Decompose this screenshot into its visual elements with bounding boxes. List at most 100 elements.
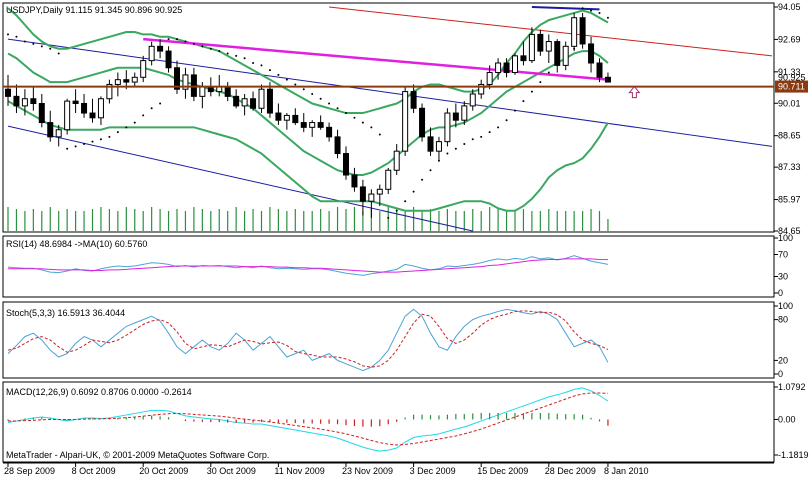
time-tick-label: 23 Nov 2009 xyxy=(342,466,393,476)
candle xyxy=(486,65,493,90)
indicator-tick-label: 100 xyxy=(778,301,793,311)
candle xyxy=(131,72,138,87)
sar-dot xyxy=(184,40,187,43)
sar-dot xyxy=(252,62,255,64)
sar-dot xyxy=(49,47,52,50)
candle xyxy=(604,72,611,83)
candle xyxy=(38,93,45,128)
bull-candle-body xyxy=(283,114,290,121)
indicator-tick-label: 30 xyxy=(778,272,788,282)
indicator-tick-label: 100 xyxy=(778,233,793,243)
candle xyxy=(165,46,172,73)
sar-dot xyxy=(319,97,322,100)
sar-dot xyxy=(598,11,601,14)
candlesticks[interactable] xyxy=(5,12,611,218)
sar-dot xyxy=(378,133,381,136)
stochastic-lines xyxy=(7,308,609,372)
candle xyxy=(148,41,155,66)
candle xyxy=(571,12,578,52)
sar-dot xyxy=(488,131,491,134)
candle xyxy=(520,41,527,66)
time-tick-label: 30 Oct 2009 xyxy=(207,466,256,476)
bull-candle-body xyxy=(241,98,248,107)
candle xyxy=(174,60,180,94)
indicator-tick-label: 1.0792 xyxy=(778,382,806,392)
bollinger-bands xyxy=(7,7,609,212)
candle xyxy=(233,89,240,109)
candle xyxy=(106,79,113,104)
time-tick-label: 8 Jan 2010 xyxy=(604,466,649,476)
bear-candle-body xyxy=(174,67,180,90)
sar-dot xyxy=(606,16,609,19)
time-axis: 28 Sep 2009 8 Oct 2009 20 Oct 2009 30 Oct 2… xyxy=(3,462,774,476)
bear-candle-body xyxy=(554,41,561,66)
bear-candle-body xyxy=(123,79,130,83)
sar-dot xyxy=(23,40,26,43)
bear-candle-body xyxy=(427,136,434,152)
bull-candle-body xyxy=(97,98,104,119)
bull-candle-body xyxy=(461,105,468,121)
bear-candle-body xyxy=(165,50,172,69)
up-arrow-icon[interactable] xyxy=(628,85,641,99)
price-panel[interactable]: USDJPY,Daily 91.115 91.345 90.896 90.925… xyxy=(2,2,808,236)
trend-channels xyxy=(7,6,773,232)
sar-dot xyxy=(226,52,229,55)
sar-dot xyxy=(480,135,483,138)
bull-candle-body xyxy=(131,76,138,83)
sar-dot xyxy=(421,178,424,181)
candle xyxy=(579,12,586,49)
bear-candle-body xyxy=(596,62,603,78)
bear-candle-body xyxy=(419,107,426,138)
sar-dot xyxy=(530,90,533,93)
candle xyxy=(300,113,307,133)
bear-candle-body xyxy=(30,98,37,105)
time-tick-label: 15 Dec 2009 xyxy=(477,466,528,476)
sar-dot xyxy=(150,107,153,110)
candle xyxy=(326,122,333,142)
price-tick-label: 87.33 xyxy=(778,162,801,172)
sar-dot xyxy=(235,54,238,57)
sar-dot xyxy=(497,126,500,129)
sar-dot xyxy=(40,45,43,48)
sar-dot xyxy=(590,9,593,12)
series-line-1 xyxy=(8,392,608,446)
stochastic-panel[interactable]: Stoch(5,3,3) 16.5913 36.4044 100 80 20 0 xyxy=(2,301,793,379)
candle xyxy=(64,98,71,135)
sar-dot xyxy=(209,47,212,50)
stochastic-panel-header: Stoch(5,3,3) 16.5913 36.4044 xyxy=(6,308,125,318)
price-tick-label: 88.65 xyxy=(778,131,801,141)
stochastic-panel-frame xyxy=(2,301,775,379)
candle xyxy=(427,127,434,156)
rsi-panel[interactable]: RSI(14) 48.6984 ->MA(10) 60.5760 100 70 30… xyxy=(2,233,793,298)
bull-candle-body xyxy=(199,86,206,97)
series-line-0 xyxy=(7,255,609,276)
bull-candle-body xyxy=(114,79,121,85)
candle xyxy=(368,189,375,218)
price-tick-label: 85.97 xyxy=(778,195,801,205)
candle xyxy=(55,124,62,147)
candle xyxy=(317,115,324,130)
sar-dot xyxy=(57,52,60,55)
candle xyxy=(309,120,316,137)
sar-dot xyxy=(547,71,550,74)
bull-candle-body xyxy=(435,141,442,152)
bull-candle-body xyxy=(55,129,62,138)
candle xyxy=(393,144,400,175)
bear-candle-body xyxy=(47,122,54,138)
sar-dot xyxy=(125,126,128,129)
price-tick-label: 84.65 xyxy=(778,226,801,236)
sar-dot xyxy=(514,109,516,112)
sar-dot xyxy=(361,121,364,124)
macd-panel[interactable]: MACD(12,26,9) 0.6092 0.8706 0.0000 -0.26… xyxy=(2,381,809,463)
candle xyxy=(512,53,518,75)
bull-candle-body xyxy=(478,83,485,95)
sar-dot xyxy=(311,92,314,95)
bull-candle-body xyxy=(486,72,493,85)
sar-dot xyxy=(412,190,415,193)
bear-candle-body xyxy=(604,76,611,83)
sar-dot xyxy=(116,131,119,134)
series-line-0 xyxy=(7,308,609,372)
bear-candle-body xyxy=(503,62,510,74)
candle xyxy=(588,36,595,73)
